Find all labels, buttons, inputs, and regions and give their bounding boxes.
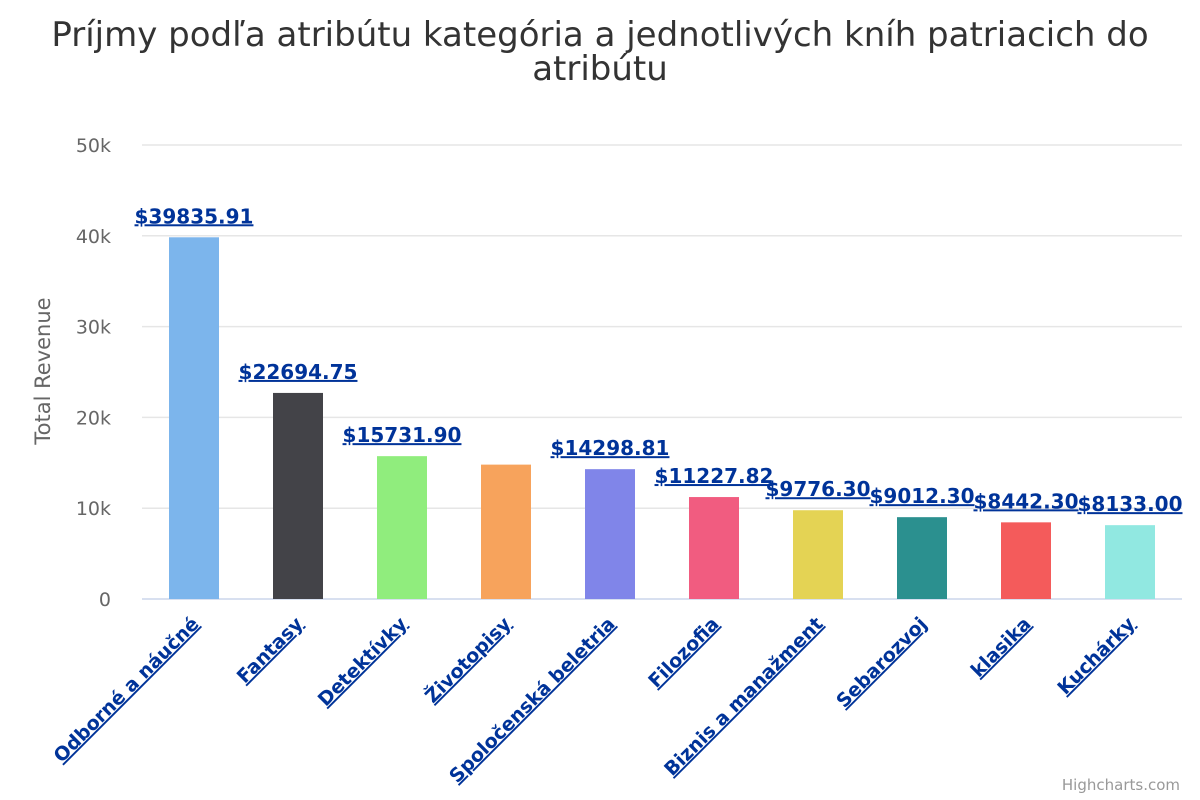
y-axis-label: Total Revenue — [31, 297, 55, 445]
data-label[interactable]: $11227.82 — [655, 464, 774, 488]
y-tick-label: 20k — [76, 407, 111, 429]
x-tick-label[interactable]: Fantasy — [233, 613, 308, 688]
y-tick-label: 10k — [76, 498, 111, 520]
x-tick-label[interactable]: Kuchárky — [1053, 613, 1140, 700]
y-tick-label: 50k — [76, 135, 111, 157]
x-tick-label[interactable]: Detektívky — [314, 613, 412, 711]
data-label[interactable]: $14298.81 — [551, 436, 670, 460]
bar[interactable] — [377, 456, 427, 599]
chart-title-line: Príjmy podľa atribútu kategória a jednot… — [51, 15, 1148, 55]
chart-title-line: atribútu — [532, 49, 668, 89]
data-label[interactable]: $9012.30 — [869, 484, 974, 508]
bar[interactable] — [273, 392, 323, 599]
data-label[interactable]: $9776.30 — [765, 477, 870, 501]
bar[interactable] — [793, 510, 843, 599]
bar[interactable] — [169, 237, 219, 600]
y-tick-label: 40k — [76, 226, 111, 248]
x-tick-label[interactable]: Sebarozvoj — [832, 613, 931, 712]
x-tick-label[interactable]: Životopisy — [420, 612, 516, 708]
bar[interactable] — [1001, 522, 1051, 599]
x-tick-label[interactable]: Filozofia — [644, 613, 723, 692]
data-label[interactable]: $15731.90 — [343, 423, 462, 447]
y-axis-ticks: 0 10k 20k 30k 40k 50k — [76, 135, 111, 611]
bar[interactable] — [1105, 525, 1155, 599]
data-label[interactable]: $39835.91 — [135, 204, 254, 228]
data-labels: $39835.91 $22694.75 $15731.90 $14298.81 $112… — [135, 204, 1183, 516]
credits-link[interactable]: Highcharts.com — [1062, 776, 1180, 794]
bar[interactable] — [585, 469, 635, 599]
y-tick-label: 0 — [99, 589, 111, 611]
y-tick-label: 30k — [76, 317, 111, 339]
data-label[interactable]: $22694.75 — [239, 360, 358, 384]
x-tick-label[interactable]: Spoločenská beletria — [445, 613, 619, 787]
x-tick-label[interactable]: Odborné a náučné — [50, 613, 204, 767]
chart-title: Príjmy podľa atribútu kategória a jednot… — [51, 15, 1148, 89]
x-axis-ticks: Odborné a náučné Fantasy Detektívky Životop… — [50, 612, 1140, 788]
bar[interactable] — [897, 517, 947, 599]
bar[interactable] — [689, 497, 739, 599]
bars — [169, 237, 1155, 600]
data-label[interactable]: $8442.30 — [973, 489, 1078, 513]
data-label[interactable]: $8133.00 — [1077, 492, 1182, 516]
bar[interactable] — [481, 464, 531, 599]
x-tick-label[interactable]: klasika — [967, 613, 1036, 682]
